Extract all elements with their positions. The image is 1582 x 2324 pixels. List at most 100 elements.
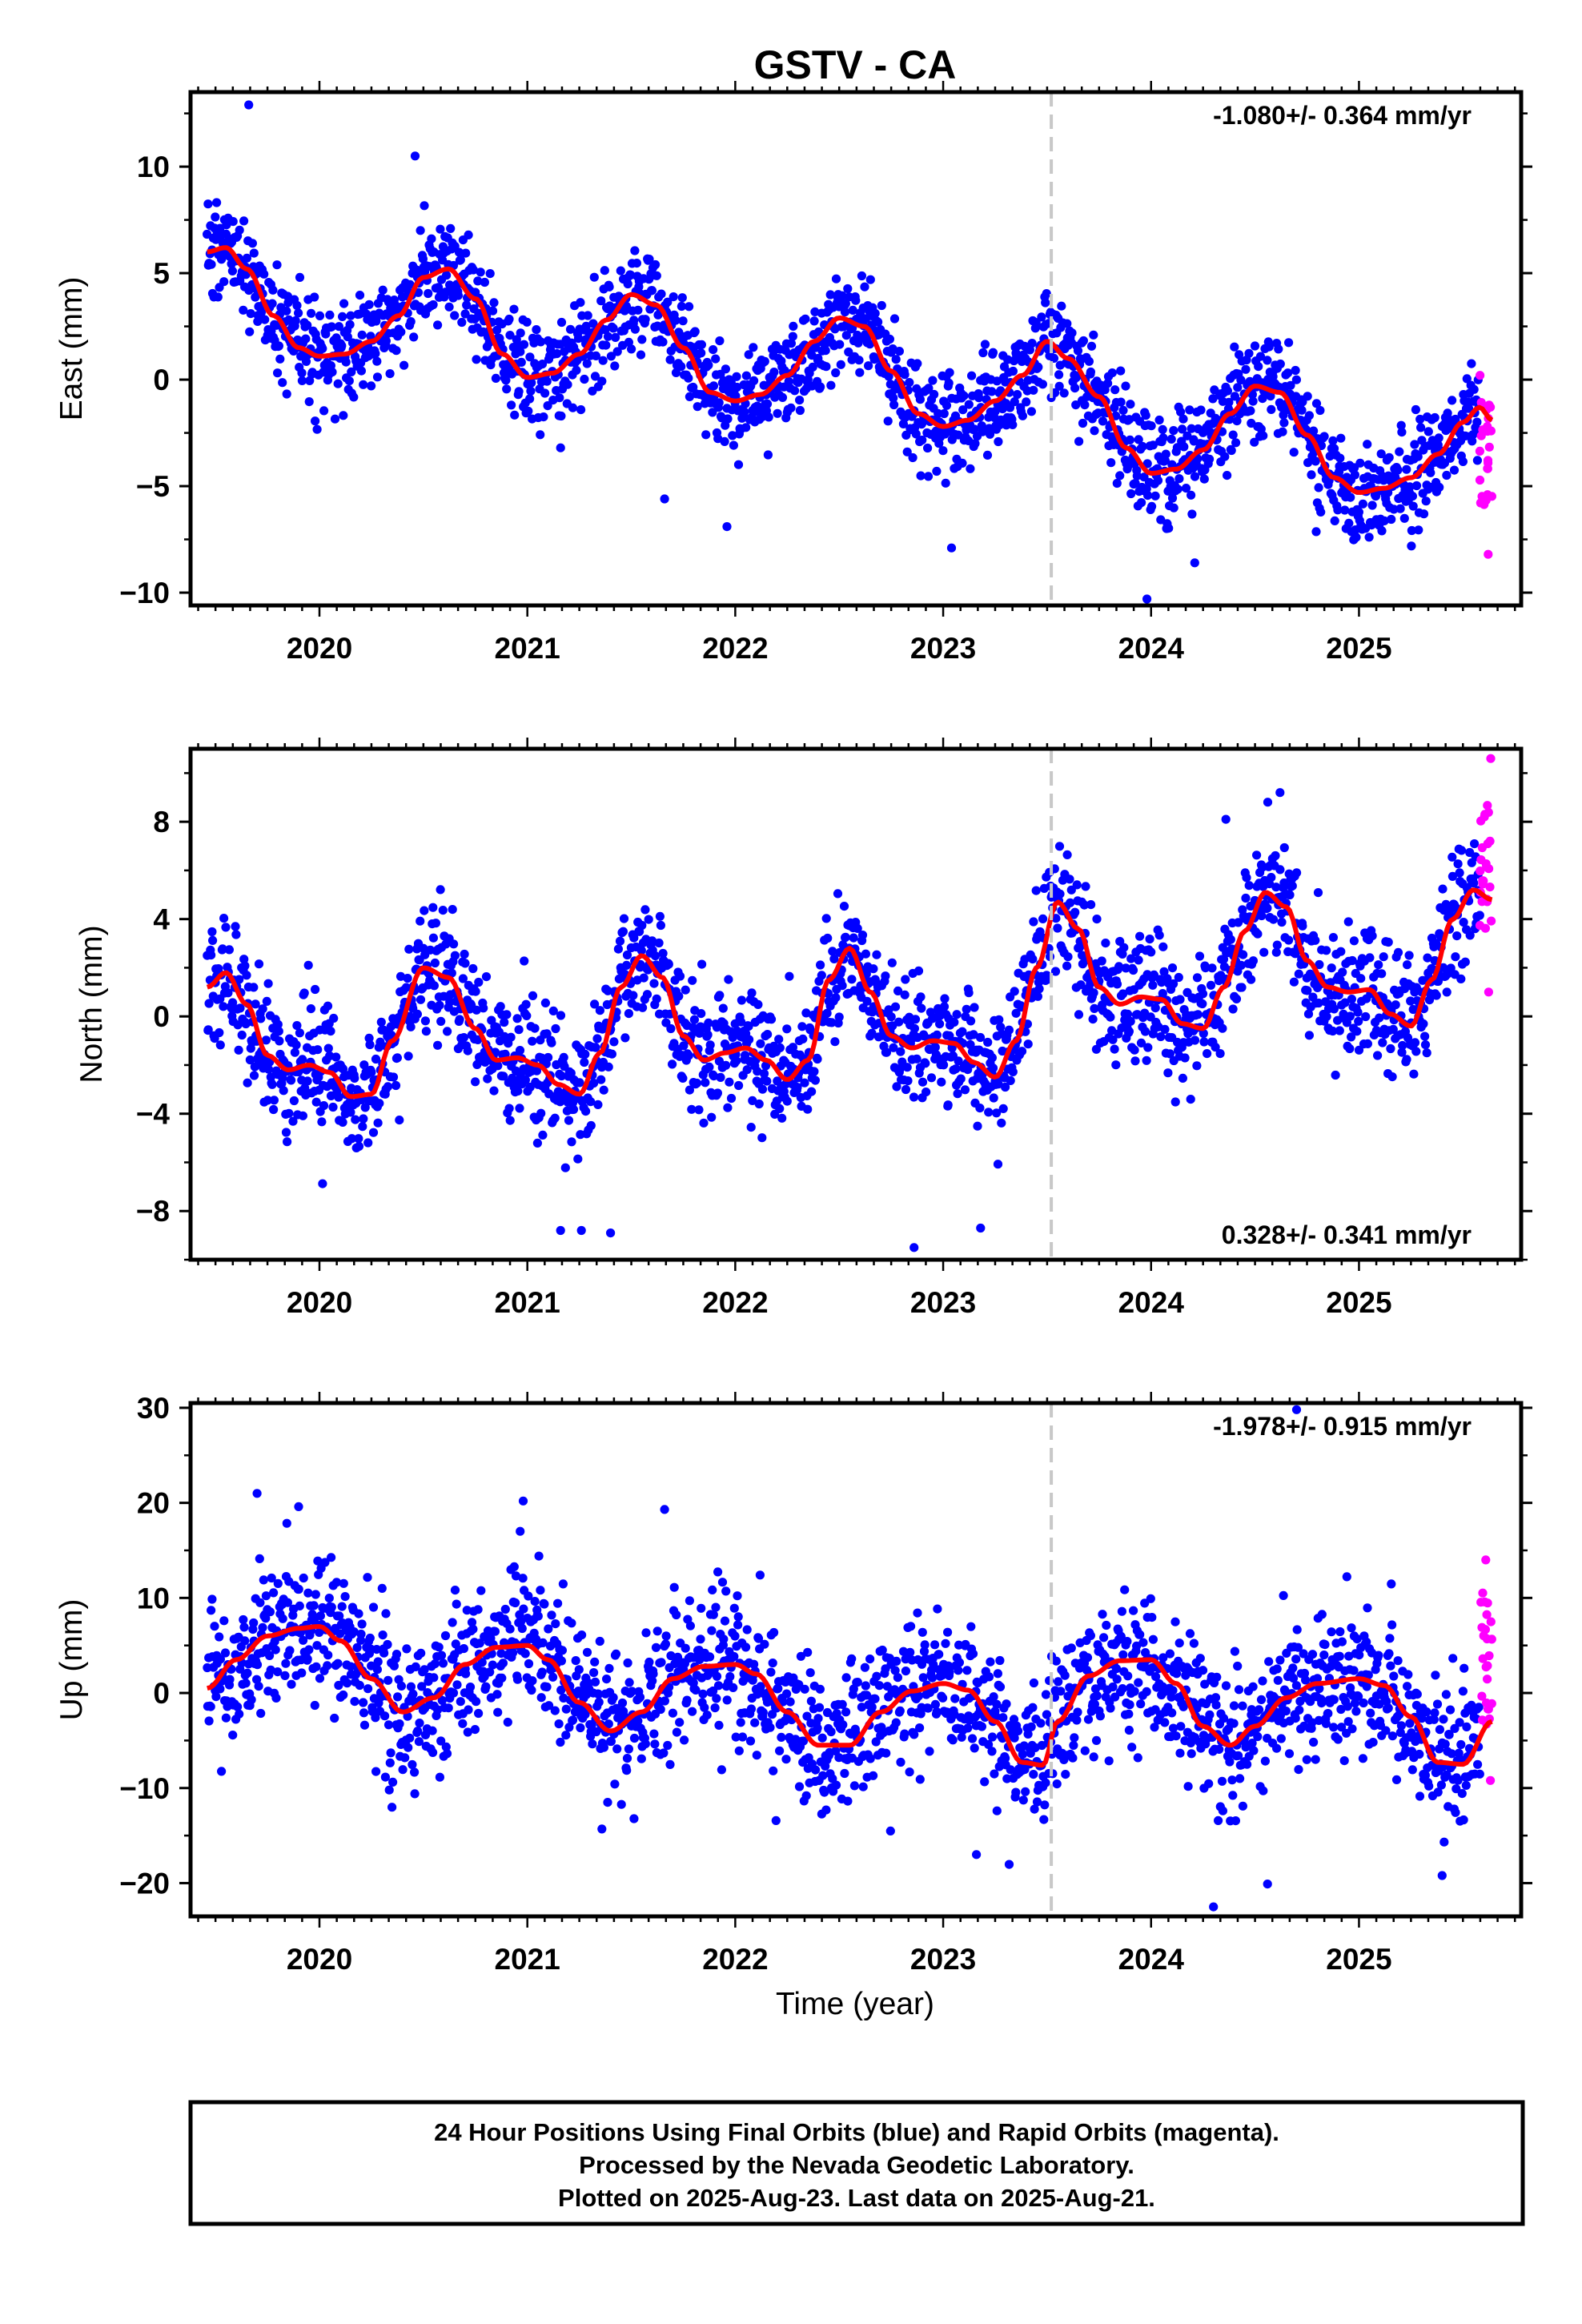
up-final-point bbox=[415, 1719, 424, 1728]
north-final-point bbox=[1336, 947, 1346, 956]
north-final-point bbox=[656, 920, 666, 931]
north-final-point bbox=[1410, 1038, 1420, 1047]
up-final-point bbox=[640, 1739, 650, 1749]
up-final-point bbox=[685, 1596, 695, 1606]
east-final-point bbox=[1435, 482, 1444, 493]
east-final-point bbox=[249, 248, 259, 258]
east-final-point bbox=[207, 259, 216, 269]
north-final-point bbox=[913, 966, 924, 975]
up-final-point bbox=[663, 1740, 673, 1751]
up-final-point bbox=[388, 1777, 398, 1787]
east-final-point bbox=[1146, 421, 1156, 431]
east-final-point bbox=[1116, 397, 1126, 407]
north-final-point bbox=[291, 1040, 301, 1050]
east-final-point bbox=[1340, 505, 1350, 515]
north-final-point bbox=[841, 932, 850, 942]
north-final-point bbox=[664, 959, 673, 969]
up-final-point bbox=[497, 1673, 507, 1683]
north-final-point bbox=[207, 951, 216, 960]
east-final-point bbox=[697, 348, 706, 358]
east-final-point bbox=[1399, 513, 1409, 523]
north-final-point bbox=[994, 1015, 1004, 1024]
east-final-point bbox=[1421, 497, 1431, 506]
east-final-point bbox=[514, 387, 524, 396]
east-final-point bbox=[669, 292, 678, 302]
east-final-point bbox=[978, 427, 987, 436]
north-final-point bbox=[1180, 1053, 1190, 1063]
north-final-point bbox=[1345, 1011, 1355, 1021]
north-final-point bbox=[468, 963, 478, 974]
up-final-point bbox=[665, 1759, 675, 1769]
up-final-point bbox=[310, 1700, 319, 1711]
north-final-point bbox=[448, 905, 457, 915]
east-final-point bbox=[436, 224, 445, 234]
north-final-point bbox=[208, 935, 218, 945]
north-final-point bbox=[1004, 1025, 1014, 1035]
north-final-point bbox=[1143, 1043, 1153, 1052]
up-final-point bbox=[650, 1739, 660, 1749]
north-final-point bbox=[530, 1023, 540, 1033]
north-final-point bbox=[580, 1057, 589, 1068]
east-final-point bbox=[581, 321, 591, 331]
up-final-point bbox=[624, 1678, 634, 1687]
north-final-point bbox=[1215, 1049, 1225, 1059]
north-y-tick-label: −8 bbox=[136, 1195, 170, 1228]
up-final-point bbox=[561, 1731, 571, 1740]
east-final-point bbox=[671, 316, 681, 325]
up-final-point bbox=[669, 1582, 679, 1592]
up-final-point bbox=[278, 1614, 287, 1623]
north-final-point bbox=[287, 1076, 296, 1085]
north-final-point bbox=[766, 1015, 777, 1024]
up-final-point bbox=[448, 1618, 457, 1627]
up-final-point bbox=[590, 1657, 600, 1667]
east-final-point bbox=[1057, 301, 1066, 311]
east-final-point bbox=[1244, 348, 1254, 358]
east-final-point bbox=[311, 416, 320, 426]
east-final-point bbox=[978, 348, 988, 358]
east-final-point bbox=[1141, 411, 1150, 420]
north-final-point bbox=[528, 1036, 537, 1046]
north-final-point bbox=[896, 1047, 905, 1056]
north-final-point bbox=[966, 1016, 976, 1026]
north-final-point bbox=[1031, 886, 1041, 895]
east-final-point bbox=[282, 389, 291, 399]
east-rapid-point bbox=[1475, 446, 1484, 456]
north-final-point bbox=[520, 956, 529, 966]
north-x-tick-label: 2020 bbox=[287, 1286, 352, 1319]
up-final-point bbox=[384, 1785, 394, 1795]
north-final-point bbox=[1148, 980, 1158, 990]
east-final-point bbox=[1130, 478, 1140, 489]
east-final-point bbox=[1250, 341, 1260, 351]
east-final-point bbox=[603, 332, 613, 341]
up-final-point bbox=[359, 1698, 368, 1707]
north-final-point bbox=[420, 906, 429, 915]
north-final-point bbox=[757, 1133, 767, 1143]
east-final-point bbox=[1472, 456, 1482, 465]
north-rapid-point bbox=[1476, 855, 1486, 865]
east-final-point bbox=[256, 308, 266, 317]
up-final-point bbox=[672, 1727, 682, 1737]
east-final-point bbox=[1283, 368, 1293, 378]
north-final-point bbox=[637, 920, 647, 931]
up-final-point bbox=[323, 1651, 333, 1660]
east-x-tick-label: 2024 bbox=[1118, 632, 1185, 665]
north-rapid-point bbox=[1487, 916, 1496, 926]
east-final-point bbox=[1407, 492, 1417, 501]
east-final-point bbox=[1190, 472, 1200, 481]
east-final-point bbox=[723, 414, 733, 424]
east-final-point bbox=[1246, 406, 1255, 416]
east-final-point bbox=[543, 401, 552, 411]
north-final-point bbox=[1028, 955, 1038, 964]
north-final-point bbox=[956, 1074, 966, 1084]
east-final-point bbox=[1138, 441, 1147, 452]
up-final-point bbox=[359, 1708, 369, 1718]
east-final-point bbox=[1236, 375, 1246, 385]
north-final-point bbox=[1241, 893, 1251, 903]
east-final-point bbox=[480, 277, 490, 287]
north-final-point bbox=[1420, 1031, 1430, 1041]
east-final-point bbox=[908, 452, 917, 463]
north-final-point bbox=[757, 1084, 768, 1094]
north-final-point bbox=[319, 1101, 329, 1111]
north-final-point bbox=[604, 1062, 613, 1072]
north-final-point bbox=[396, 971, 406, 981]
